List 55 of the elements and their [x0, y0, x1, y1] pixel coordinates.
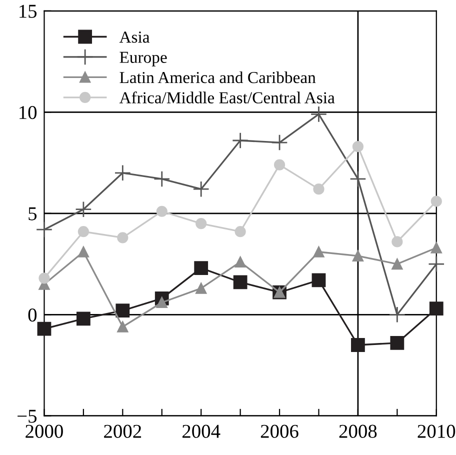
- point: [78, 226, 90, 238]
- legend-label: Africa/Middle East/Central Asia: [119, 92, 335, 104]
- y-tick-label: 5: [28, 207, 37, 220]
- x-tick-label: 2006: [260, 424, 298, 438]
- y-tick-label: −5: [18, 410, 37, 423]
- legend-label: Europe: [120, 52, 167, 66]
- point: [351, 338, 365, 352]
- point: [352, 250, 364, 262]
- point: [430, 242, 442, 254]
- point: [76, 312, 90, 326]
- point: [156, 206, 168, 217]
- point: [75, 201, 92, 218]
- point: [116, 304, 130, 318]
- point: [194, 261, 208, 276]
- point: [352, 141, 364, 152]
- point: [37, 322, 52, 336]
- point: [38, 272, 50, 284]
- point: [274, 159, 286, 170]
- point: [429, 302, 444, 316]
- point: [233, 275, 248, 290]
- point: [388, 306, 406, 323]
- x-tick-label: 2008: [339, 424, 377, 438]
- point: [196, 282, 207, 294]
- y-tick-label: 0: [28, 308, 37, 322]
- point: [313, 184, 324, 195]
- point: [196, 218, 207, 230]
- point: [234, 226, 246, 238]
- point: [117, 232, 128, 244]
- x-tick-label: 2002: [104, 424, 142, 438]
- point: [392, 258, 403, 270]
- point: [350, 170, 366, 188]
- point: [428, 256, 445, 272]
- x-tick-label: 2004: [182, 424, 220, 438]
- point: [392, 236, 403, 248]
- point: [117, 321, 128, 332]
- x-tick-label: 2010: [418, 424, 456, 438]
- point: [313, 246, 324, 258]
- point: [310, 106, 328, 123]
- point: [192, 180, 210, 198]
- x-tick-label: 2000: [26, 424, 63, 438]
- point: [154, 170, 170, 188]
- point: [36, 221, 53, 238]
- y-tick-label: 10: [20, 106, 37, 120]
- point: [271, 134, 288, 151]
- point: [156, 296, 168, 308]
- point: [390, 336, 404, 350]
- point: [232, 132, 249, 149]
- point: [78, 246, 90, 258]
- y-tick-label: 15: [20, 4, 37, 18]
- point: [114, 164, 131, 182]
- point: [312, 273, 326, 288]
- legend-label: Asia: [119, 32, 150, 43]
- point: [234, 256, 246, 268]
- point: [430, 196, 442, 207]
- legend-label: Latin America and Caribbean: [120, 71, 316, 84]
